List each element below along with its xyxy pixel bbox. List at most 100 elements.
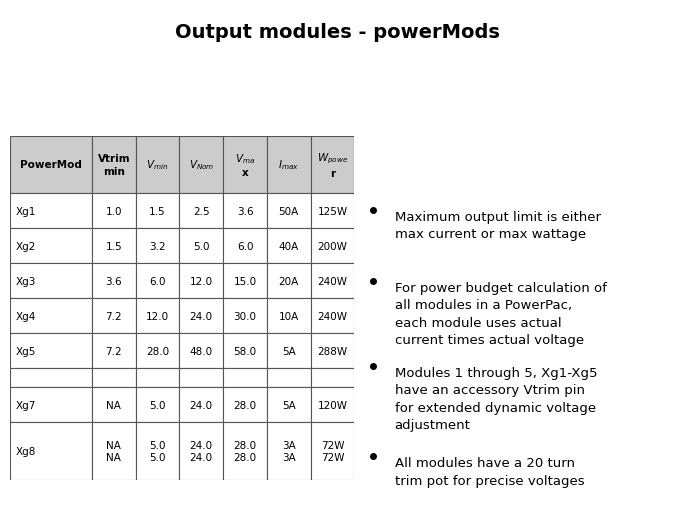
Bar (267, 264, 310, 298)
Text: 30.0: 30.0 (234, 311, 256, 321)
Bar (136, 333, 180, 368)
Bar (10, 229, 92, 264)
Text: 7.2: 7.2 (105, 311, 122, 321)
Bar (180, 387, 223, 422)
Bar (223, 136, 267, 194)
Text: 120W: 120W (317, 400, 348, 410)
Bar (10, 387, 92, 422)
Text: 6.0: 6.0 (237, 241, 253, 251)
Bar (136, 368, 180, 387)
Text: 5.0: 5.0 (193, 241, 209, 251)
Text: Xg5: Xg5 (16, 346, 36, 356)
Bar (310, 298, 354, 333)
Text: Modules 1 through 5, Xg1-Xg5
have an accessory Vtrim pin
for extended dynamic vo: Modules 1 through 5, Xg1-Xg5 have an acc… (394, 366, 597, 431)
Bar (92, 333, 136, 368)
Bar (267, 368, 310, 387)
Bar (310, 136, 354, 194)
Text: Xg7: Xg7 (16, 400, 36, 410)
Bar (180, 368, 223, 387)
Bar (223, 298, 267, 333)
Text: 10A: 10A (279, 311, 299, 321)
Text: Xg1: Xg1 (16, 206, 36, 216)
Bar (310, 264, 354, 298)
Text: 12.0: 12.0 (146, 311, 169, 321)
Text: 3.2: 3.2 (149, 241, 166, 251)
Text: 3.6: 3.6 (105, 276, 122, 286)
Text: NA
NA: NA NA (107, 440, 122, 462)
Text: 12.0: 12.0 (190, 276, 213, 286)
Bar (180, 298, 223, 333)
Text: 5A: 5A (282, 346, 296, 356)
Text: 125W: 125W (317, 206, 348, 216)
Text: 24.0: 24.0 (190, 311, 213, 321)
Text: Xg3: Xg3 (16, 276, 36, 286)
Bar (136, 387, 180, 422)
Bar (267, 387, 310, 422)
Text: $I_{max}$: $I_{max}$ (278, 158, 299, 172)
Bar (136, 422, 180, 480)
Text: 15.0: 15.0 (234, 276, 256, 286)
Bar (180, 194, 223, 229)
Bar (267, 229, 310, 264)
Bar (92, 229, 136, 264)
Bar (267, 333, 310, 368)
Text: 24.0: 24.0 (190, 400, 213, 410)
Text: 72W
72W: 72W 72W (321, 440, 344, 462)
Text: Output modules - powerMods: Output modules - powerMods (175, 23, 500, 42)
Bar (310, 422, 354, 480)
Bar (10, 368, 92, 387)
Text: NA: NA (107, 400, 122, 410)
Bar (10, 333, 92, 368)
Text: $V_{ma}$
x: $V_{ma}$ x (235, 152, 255, 178)
Text: 200W: 200W (317, 241, 348, 251)
Text: 3A
3A: 3A 3A (282, 440, 296, 462)
Text: Xg8: Xg8 (16, 446, 36, 456)
Text: 5.0
5.0: 5.0 5.0 (149, 440, 166, 462)
Text: 1.5: 1.5 (149, 206, 166, 216)
Bar (223, 387, 267, 422)
Text: PowerMod: PowerMod (20, 160, 82, 170)
Text: $V_{Nom}$: $V_{Nom}$ (188, 158, 214, 172)
Bar (267, 136, 310, 194)
Bar (10, 194, 92, 229)
Bar (136, 194, 180, 229)
Bar (136, 229, 180, 264)
Text: Xg2: Xg2 (16, 241, 36, 251)
Bar (310, 229, 354, 264)
Bar (180, 422, 223, 480)
Text: Maximum output limit is either
max current or max wattage: Maximum output limit is either max curre… (394, 211, 601, 241)
Text: $V_{min}$: $V_{min}$ (146, 158, 169, 172)
Text: 240W: 240W (317, 311, 348, 321)
Bar (92, 136, 136, 194)
Text: 288W: 288W (317, 346, 348, 356)
Bar (92, 387, 136, 422)
Bar (267, 298, 310, 333)
Bar (223, 368, 267, 387)
Bar (92, 264, 136, 298)
Bar (10, 136, 92, 194)
Text: 58.0: 58.0 (234, 346, 256, 356)
Bar (136, 264, 180, 298)
Text: 48.0: 48.0 (190, 346, 213, 356)
Text: 28.0: 28.0 (234, 400, 256, 410)
Bar (92, 298, 136, 333)
Text: 1.0: 1.0 (105, 206, 122, 216)
Text: For power budget calculation of
all modules in a PowerPac,
each module uses actu: For power budget calculation of all modu… (394, 281, 606, 346)
Text: 24.0
24.0: 24.0 24.0 (190, 440, 213, 462)
Bar (136, 136, 180, 194)
Text: All modules have a 20 turn
trim pot for precise voltages: All modules have a 20 turn trim pot for … (394, 457, 584, 487)
Bar (92, 194, 136, 229)
Bar (92, 368, 136, 387)
Text: Xg4: Xg4 (16, 311, 36, 321)
Bar (267, 194, 310, 229)
Text: 40A: 40A (279, 241, 299, 251)
Text: 5.0: 5.0 (149, 400, 166, 410)
Text: 6.0: 6.0 (149, 276, 166, 286)
Bar (180, 264, 223, 298)
Bar (10, 298, 92, 333)
Bar (267, 422, 310, 480)
Bar (92, 422, 136, 480)
Bar (310, 194, 354, 229)
Text: 50A: 50A (279, 206, 299, 216)
Bar (223, 229, 267, 264)
